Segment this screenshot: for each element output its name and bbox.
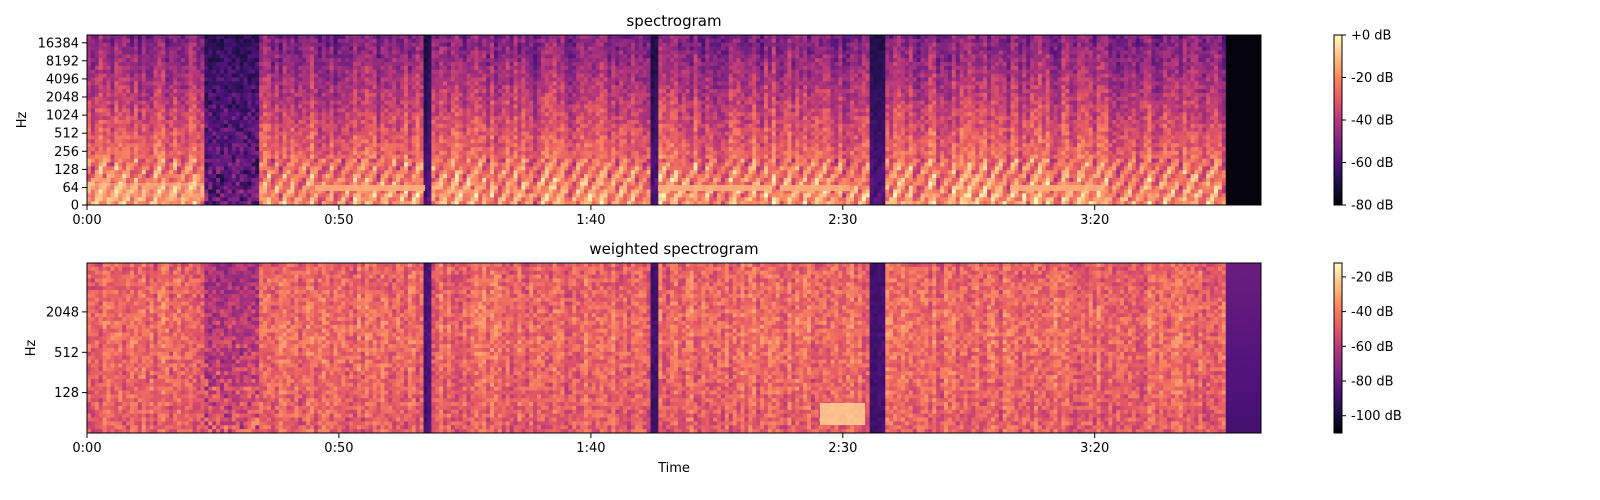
colorbar-tick-label: +0 dB xyxy=(1351,29,1391,44)
weighted-spectrogram-x-ticks: 0:00 0:50 1:40 2:30 3:20 xyxy=(72,433,1109,456)
spectrogram-image xyxy=(87,35,1262,206)
x-tick-label: 2:30 xyxy=(828,441,857,456)
x-tick-label: 2:30 xyxy=(828,213,857,228)
weighted-spectrogram-y-label: Hz xyxy=(24,340,39,357)
weighted-spectrogram-colorbar: -20 dB -40 dB -60 dB -80 dB -100 dB xyxy=(1333,262,1402,434)
x-tick-label: 1:40 xyxy=(576,213,605,228)
spectrogram-y-ticks: 0 64 128 256 512 1024 2048 4096 8192 16384 xyxy=(38,36,87,214)
spectrogram-frame xyxy=(86,34,1262,206)
x-tick-label: 1:40 xyxy=(576,441,605,456)
colorbar-scale xyxy=(1333,262,1343,434)
spectrogram-y-label: Hz xyxy=(15,112,30,129)
colorbar-tick-label: -20 dB xyxy=(1351,71,1394,86)
colorbar-tick-label: -60 dB xyxy=(1351,340,1394,355)
time-axis-label: Time xyxy=(657,461,690,476)
y-tick-label: 16384 xyxy=(38,36,79,51)
colorbar-tick-label: -20 dB xyxy=(1351,270,1394,285)
spectrogram-panel: spectrogram 0 64 128 256 512 1024 2048 4096 8192… xyxy=(15,12,1394,228)
y-tick-label: 256 xyxy=(54,145,79,160)
y-tick-label: 8192 xyxy=(46,54,79,69)
x-tick-label: 0:00 xyxy=(72,441,101,456)
spectrogram-title: spectrogram xyxy=(626,12,721,30)
x-tick-label: 0:50 xyxy=(324,213,353,228)
colorbar-tick-label: -80 dB xyxy=(1351,375,1394,390)
x-tick-label: 0:50 xyxy=(324,441,353,456)
colorbar-tick-label: -40 dB xyxy=(1351,305,1394,320)
spectrogram-colorbar: +0 dB -20 dB -40 dB -60 dB -80 dB xyxy=(1333,29,1394,214)
y-tick-label: 64 xyxy=(62,181,79,196)
x-tick-label: 3:20 xyxy=(1080,441,1109,456)
colorbar-tick-label: -40 dB xyxy=(1351,114,1394,129)
spectrogram-x-ticks: 0:00 0:50 1:40 2:30 3:20 xyxy=(72,205,1109,228)
colorbar-tick-label: -100 dB xyxy=(1351,409,1402,424)
y-tick-label: 0 xyxy=(71,199,79,214)
weighted-spectrogram-image xyxy=(87,263,1262,434)
weighted-spectrogram-frame xyxy=(86,262,1262,434)
x-tick-label: 3:20 xyxy=(1080,213,1109,228)
weighted-spectrogram-title: weighted spectrogram xyxy=(589,240,758,258)
y-tick-label: 2048 xyxy=(46,91,79,106)
y-tick-label: 128 xyxy=(54,163,79,178)
y-tick-label: 128 xyxy=(54,386,79,401)
y-tick-label: 512 xyxy=(54,346,79,361)
y-tick-label: 2048 xyxy=(46,305,79,320)
colorbar-tick-label: -80 dB xyxy=(1351,199,1394,214)
y-tick-label: 1024 xyxy=(46,109,79,124)
y-tick-label: 4096 xyxy=(46,72,79,87)
x-tick-label: 0:00 xyxy=(72,213,101,228)
colorbar-scale xyxy=(1333,34,1343,206)
colorbar-tick-label: -60 dB xyxy=(1351,156,1394,171)
weighted-spectrogram-y-ticks: 128 512 2048 xyxy=(46,305,87,401)
weighted-spectrogram-panel: weighted spectrogram 128 512 2048 0:00 0:50… xyxy=(24,240,1402,476)
y-tick-label: 512 xyxy=(54,127,79,142)
